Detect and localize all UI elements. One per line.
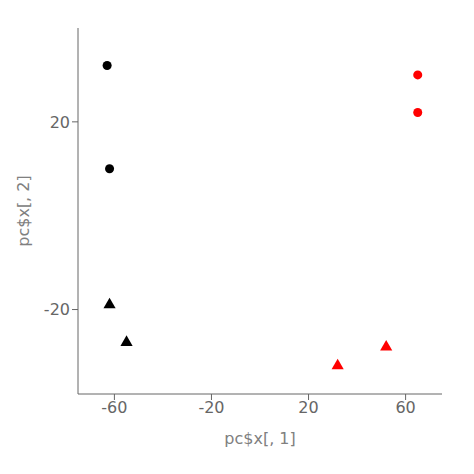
svg-text:-60: -60 — [101, 398, 127, 417]
svg-text:-20: -20 — [44, 300, 70, 319]
svg-text:pc$x[, 1]: pc$x[, 1] — [224, 429, 295, 448]
svg-text:20: 20 — [298, 398, 318, 417]
svg-text:-20: -20 — [198, 398, 224, 417]
svg-text:20: 20 — [50, 113, 70, 132]
svg-text:60: 60 — [395, 398, 415, 417]
svg-text:pc$x[, 2]: pc$x[, 2] — [14, 175, 33, 246]
